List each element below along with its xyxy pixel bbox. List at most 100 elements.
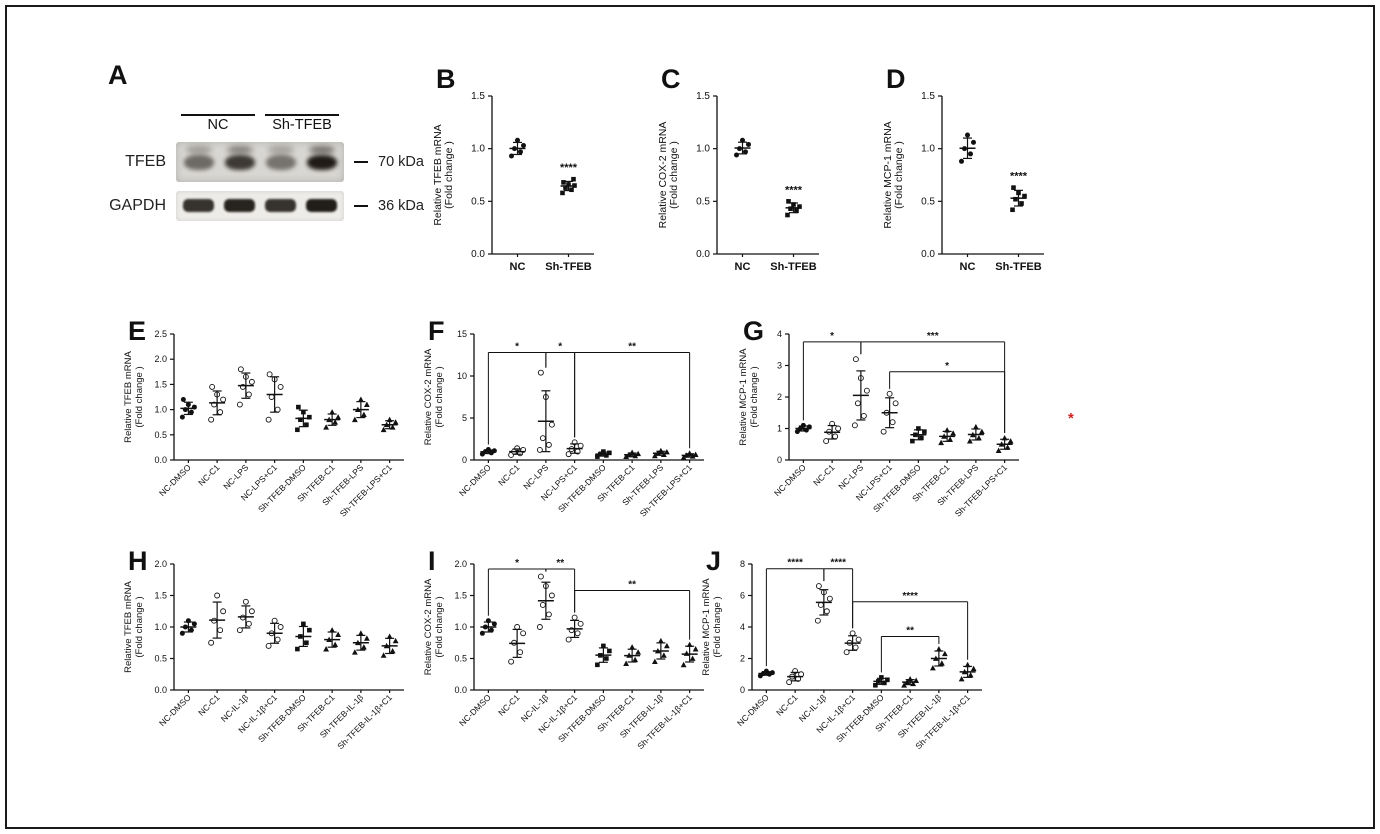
- svg-text:0.0: 0.0: [471, 249, 485, 260]
- blot-row-gapdh: GAPDH 36 kDa: [104, 191, 430, 221]
- svg-text:0.0: 0.0: [154, 455, 167, 465]
- chart-svg-J: 0 2 4 6 8 Relative MCP-1 mRNA(Fold change ) NC…: [701, 558, 982, 751]
- chart-svg-B: 0.0 0.5 1.0 1.5 Relative TFEB mRNA(Fold chan…: [432, 91, 594, 273]
- svg-text:0: 0: [740, 685, 745, 695]
- svg-text:2.0: 2.0: [454, 559, 467, 569]
- tfeb-row-label: TFEB: [125, 153, 166, 170]
- tfeb-band-smear: [227, 146, 253, 154]
- chart-cox2-mrna-il1b: 0.0 0.5 1.0 1.5 2.0 Relative COX-2 mRNA(Fold …: [420, 548, 752, 788]
- panel-letter-e: E: [128, 316, 147, 346]
- chart-tfeb-mrna-nc-vs-shtfeb: 0.0 0.5 1.0 1.5 Relative TFEB mRNA(Fold chan…: [428, 66, 646, 306]
- svg-text:NC-DMSO: NC-DMSO: [772, 462, 808, 498]
- svg-text:****: ****: [830, 558, 846, 569]
- panel-b: B 0.0 0.5 1.0 1.5 Relative TFEB mRNA(Fold ch…: [428, 66, 646, 306]
- svg-text:*: *: [945, 361, 949, 372]
- svg-text:8: 8: [740, 559, 745, 569]
- svg-text:Sh-TFEB-LPS+C1: Sh-TFEB-LPS+C1: [953, 462, 1010, 519]
- svg-text:**: **: [556, 558, 564, 569]
- gapdh-kda-dash: [354, 204, 368, 208]
- panel-letter-g: G: [743, 316, 765, 346]
- svg-text:****: ****: [787, 558, 803, 569]
- panel-letter-d: D: [886, 64, 906, 94]
- svg-text:NC-C1: NC-C1: [496, 692, 522, 718]
- chart-svg-D: 0.0 0.5 1.0 1.5 Relative MCP-1 mRNA(Fold cha…: [882, 91, 1044, 273]
- chart-mcp1-mrna-lps: 0 1 2 3 4 Relative MCP-1 mRNA(Fold change ) NC…: [735, 318, 1067, 558]
- svg-text:0.5: 0.5: [471, 196, 485, 207]
- chart-cox2-mrna-nc-vs-shtfeb: 0.0 0.5 1.0 1.5 Relative COX-2 mRNA(Fold cha…: [653, 66, 871, 306]
- svg-text:NC-DMSO: NC-DMSO: [457, 462, 493, 498]
- figure-border: [5, 5, 1375, 829]
- svg-text:**: **: [628, 579, 636, 590]
- tfeb-band: [307, 155, 337, 170]
- svg-text:Relative MCP-1 mRNA(Fold chang: Relative MCP-1 mRNA(Fold change ): [738, 348, 760, 446]
- svg-text:0.0: 0.0: [696, 249, 710, 260]
- blot-group-sh-tfeb: Sh-TFEB: [260, 114, 344, 133]
- svg-text:0.5: 0.5: [921, 196, 935, 207]
- panel-letter-a: A: [108, 60, 128, 90]
- gapdh-row-label: GAPDH: [109, 197, 166, 214]
- svg-text:Sh-TFEB-IL-1β+C1: Sh-TFEB-IL-1β+C1: [913, 692, 972, 751]
- panel-letter-c: C: [661, 64, 681, 94]
- tfeb-kda-label: 70 kDa: [378, 154, 424, 170]
- svg-text:NC-C1: NC-C1: [196, 462, 222, 488]
- svg-text:Relative TFEB mRNA(Fold change: Relative TFEB mRNA(Fold change ): [123, 581, 145, 673]
- panel-j: J 0 2 4 6 8 Relative MCP-1 mRNA(Fold change )…: [698, 548, 1030, 788]
- svg-text:0.5: 0.5: [454, 654, 467, 664]
- svg-text:1.0: 1.0: [454, 622, 467, 632]
- svg-text:6: 6: [740, 591, 745, 601]
- panel-h: H 0.0 0.5 1.0 1.5 2.0 Relative TFEB mRNA(Fold…: [120, 548, 452, 788]
- chart-svg-E: 0.0 0.5 1.0 1.5 2.0 2.5 Relative TFEB mRNA(Fol…: [123, 329, 404, 519]
- svg-text:0.5: 0.5: [154, 654, 167, 664]
- svg-text:***: ***: [927, 331, 939, 342]
- svg-text:*: *: [830, 331, 834, 342]
- blot-group-sh-tfeb-label: Sh-TFEB: [265, 114, 339, 133]
- svg-text:NC: NC: [510, 261, 526, 273]
- red-asterisk-annotation: *: [1068, 410, 1074, 427]
- chart-mcp1-mrna-il1b: 0 2 4 6 8 Relative MCP-1 mRNA(Fold change ) NC…: [698, 548, 1030, 788]
- svg-text:Relative MCP-1 mRNA(Fold chang: Relative MCP-1 mRNA(Fold change ): [882, 121, 905, 228]
- tfeb-band-smear: [186, 146, 212, 154]
- svg-text:0: 0: [777, 455, 782, 465]
- svg-text:4: 4: [777, 329, 782, 339]
- chart-tfeb-mrna-il1b: 0.0 0.5 1.0 1.5 2.0 Relative TFEB mRNA(Fold c…: [120, 548, 452, 788]
- svg-text:1: 1: [777, 424, 782, 434]
- svg-text:5: 5: [462, 413, 467, 423]
- svg-text:1.5: 1.5: [471, 91, 485, 102]
- tfeb-band: [225, 155, 255, 170]
- svg-text:Sh-TFEB: Sh-TFEB: [770, 261, 816, 273]
- tfeb-kda-dash: [354, 160, 368, 164]
- svg-text:1.5: 1.5: [154, 591, 167, 601]
- panel-e: E 0.0 0.5 1.0 1.5 2.0 2.5 Relative TFEB mRNA(F…: [120, 318, 452, 558]
- svg-text:1.0: 1.0: [921, 144, 935, 155]
- svg-text:Sh-TFEB-IL-1β+C1: Sh-TFEB-IL-1β+C1: [335, 692, 394, 751]
- panel-d: D 0.0 0.5 1.0 1.5 Relative MCP-1 mRNA(Fold c…: [878, 66, 1096, 306]
- svg-text:NC-C1: NC-C1: [196, 692, 222, 718]
- svg-text:NC-C1: NC-C1: [774, 692, 800, 718]
- svg-text:NC-DMSO: NC-DMSO: [157, 692, 193, 728]
- svg-text:0.5: 0.5: [154, 430, 167, 440]
- svg-text:**: **: [628, 341, 636, 352]
- gapdh-band: [265, 199, 296, 212]
- chart-svg-H: 0.0 0.5 1.0 1.5 2.0 Relative TFEB mRNA(Fold c…: [123, 559, 404, 751]
- western-blot-panel: A NC Sh-TFEB TFEB 70 kDa: [100, 62, 430, 272]
- chart-svg-G: 0 1 2 3 4 Relative MCP-1 mRNA(Fold change ) NC…: [738, 329, 1019, 519]
- chart-svg-I: 0.0 0.5 1.0 1.5 2.0 Relative COX-2 mRNA(Fold …: [423, 558, 704, 751]
- svg-text:2.0: 2.0: [154, 354, 167, 364]
- chart-mcp1-mrna-nc-vs-shtfeb: 0.0 0.5 1.0 1.5 Relative MCP-1 mRNA(Fold cha…: [878, 66, 1096, 306]
- blot-header-row: NC Sh-TFEB: [104, 114, 430, 133]
- svg-text:3: 3: [777, 361, 782, 371]
- svg-text:1.0: 1.0: [154, 405, 167, 415]
- svg-text:NC-DMSO: NC-DMSO: [157, 462, 193, 498]
- blot-table: NC Sh-TFEB TFEB 70 kDa GAPDH 36 kDa: [104, 114, 430, 221]
- svg-text:**: **: [906, 625, 914, 636]
- svg-text:*: *: [558, 341, 562, 352]
- tfeb-band: [266, 155, 296, 170]
- blot-group-nc: NC: [176, 114, 260, 133]
- panel-c: C 0.0 0.5 1.0 1.5 Relative COX-2 mRNA(Fold c…: [653, 66, 871, 306]
- svg-text:Sh-TFEB: Sh-TFEB: [545, 261, 591, 273]
- svg-text:Relative TFEB mRNA(Fold change: Relative TFEB mRNA(Fold change ): [123, 351, 145, 443]
- svg-text:Relative TFEB mRNA(Fold change: Relative TFEB mRNA(Fold change ): [432, 124, 455, 225]
- svg-text:NC-DMSO: NC-DMSO: [457, 692, 493, 728]
- svg-text:1.0: 1.0: [471, 144, 485, 155]
